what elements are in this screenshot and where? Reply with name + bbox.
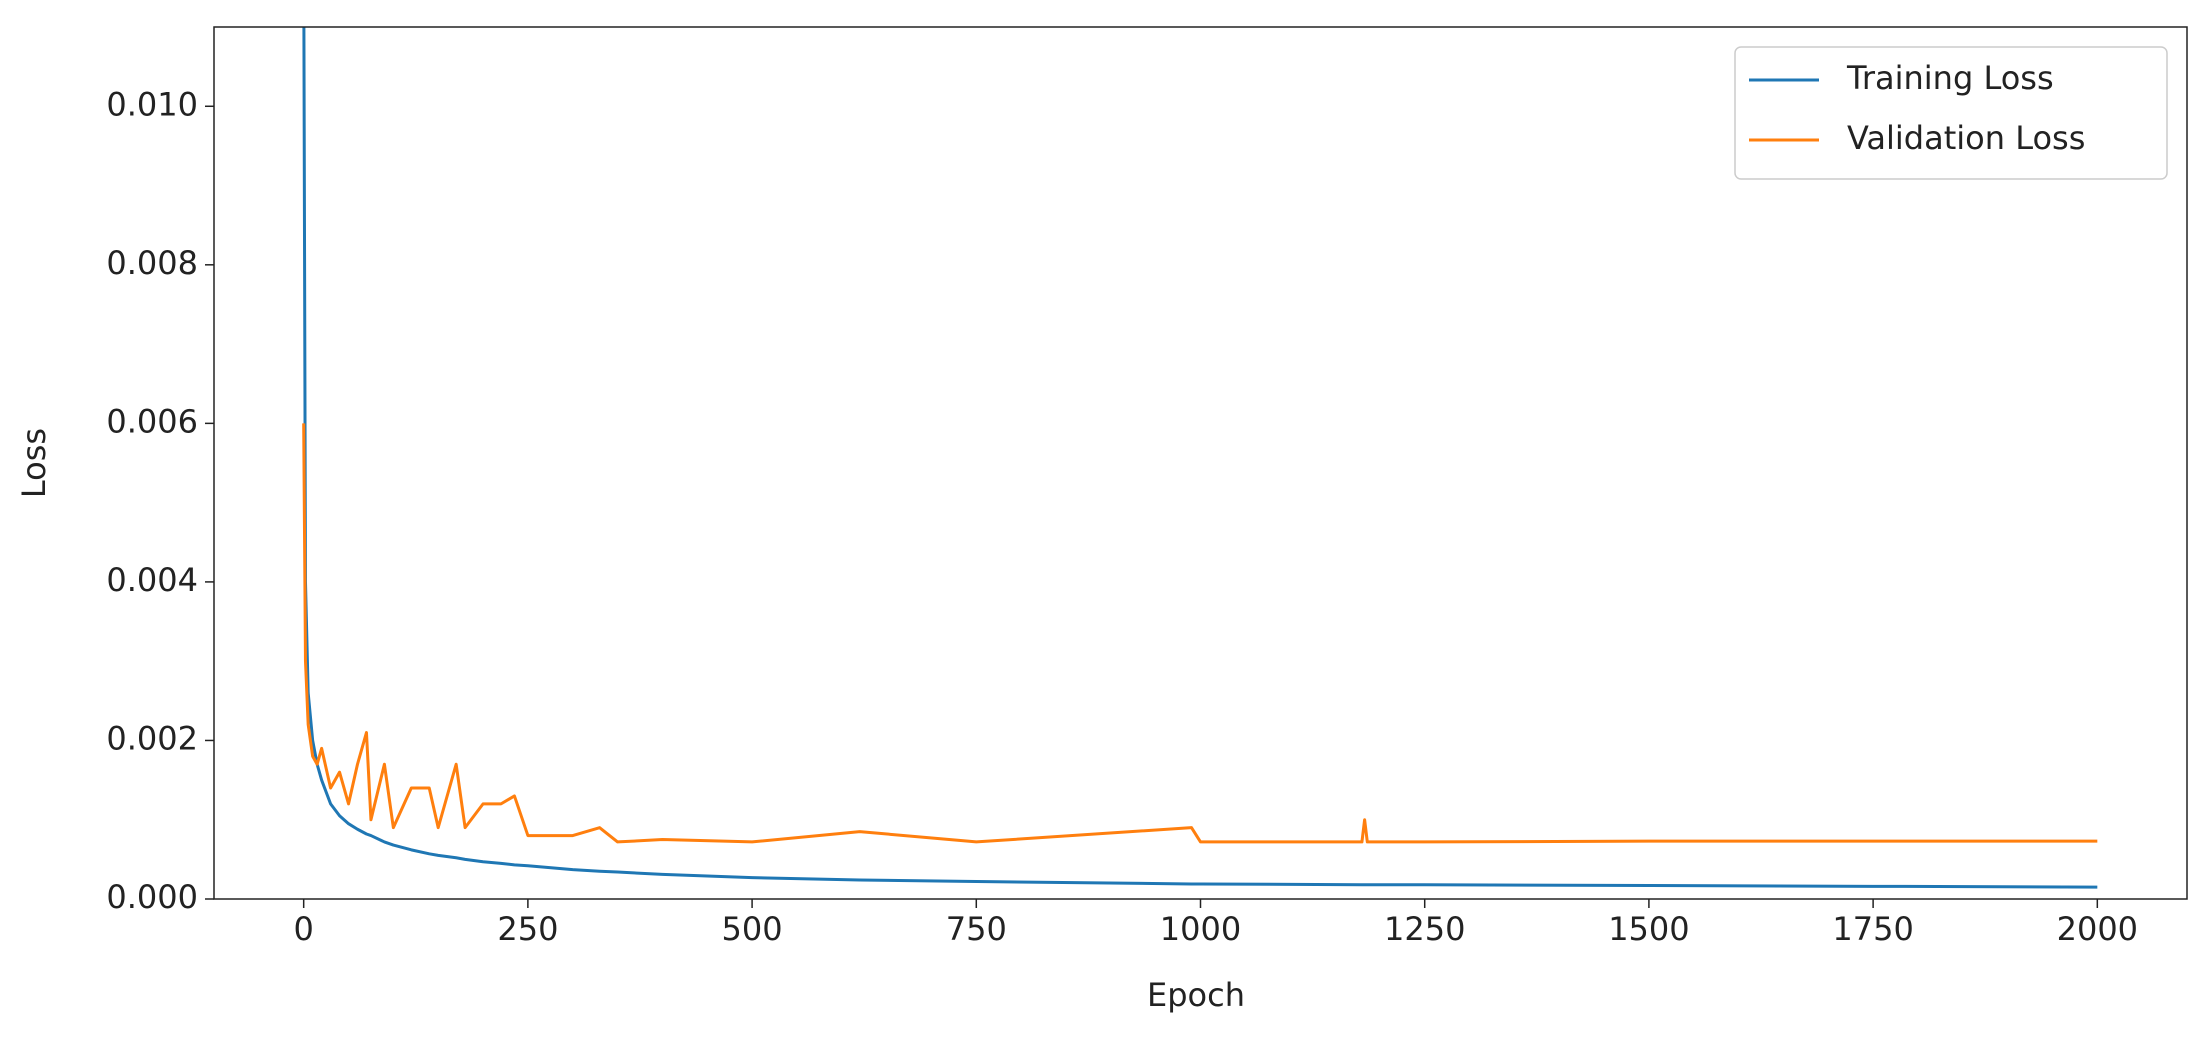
x-tick-label: 500 [722, 910, 783, 948]
x-axis-label: Epoch [1147, 976, 1245, 1014]
x-tick-label: 1000 [1160, 910, 1241, 948]
y-tick-label: 0.002 [106, 719, 198, 757]
x-tick-label: 1500 [1608, 910, 1689, 948]
legend-box [1734, 46, 2168, 180]
y-tick-label: 0.010 [106, 85, 198, 123]
y-tick-label: 0.006 [106, 402, 198, 440]
x-tick-label: 1750 [1832, 910, 1913, 948]
plot-frame [213, 26, 2188, 900]
plot-area [302, 27, 2098, 889]
x-tick-label: 250 [497, 910, 558, 948]
y-axis-label: Loss [15, 428, 53, 498]
x-tick-label: 0 [294, 910, 314, 948]
y-tick-label: 0.008 [106, 244, 198, 282]
line-series [302, 27, 2098, 889]
legend-label: Validation Loss [1847, 119, 2085, 157]
x-tick-label: 2000 [2057, 910, 2138, 948]
y-tick-label: 0.004 [106, 561, 198, 599]
line-series [302, 423, 2098, 844]
legend-label: Training Loss [1846, 59, 2054, 97]
x-tick-label: 750 [946, 910, 1007, 948]
x-tick-label: 1250 [1384, 910, 1465, 948]
y-tick-label: 0.000 [106, 878, 198, 916]
